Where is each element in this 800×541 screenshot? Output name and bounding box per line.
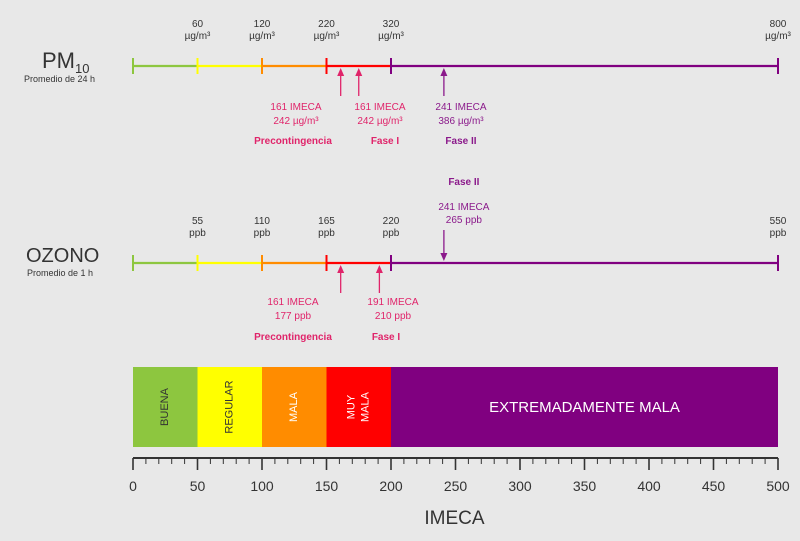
pm10-threshold-value: 800 [770,19,787,30]
imeca-axis-title: IMECA [424,508,485,529]
ozono-marker-above-arrow-head [440,253,448,261]
pm10-threshold-unit: µg/m³ [765,31,791,42]
imeca-axis-tick-label: 50 [190,478,206,494]
ozono-threshold-value: 550 [770,216,787,227]
ozono-marker-imeca: 161 IMECA [267,297,318,308]
imeca-axis-tick-label: 450 [702,478,726,494]
pm10-marker-arrow-head [355,68,363,76]
pm10-marker-imeca: 161 IMECA [354,102,405,113]
pm10-marker-value: 242 µg/m³ [357,116,403,127]
pm10-marker-phase: Fase I [371,136,400,147]
ozono-threshold-unit: ppb [254,228,271,239]
ozono-subtitle: Promedio de 1 h [27,268,93,278]
imeca-axis-tick-label: 400 [637,478,661,494]
imeca-axis-tick-label: 100 [250,478,274,494]
category-label: MUY [346,394,358,419]
pm10-threshold-unit: µg/m³ [314,31,340,42]
category-band [133,367,198,447]
ozono-threshold-value: 165 [318,216,335,227]
ozono-marker-arrow-head [375,265,383,273]
pm10-threshold-value: 120 [254,19,271,30]
ozono-marker-arrow-head [337,265,345,273]
pm10-threshold-unit: µg/m³ [249,31,275,42]
category-label: BUENA [159,387,171,426]
imeca-axis-tick-label: 500 [766,478,790,494]
ozono-threshold-value: 55 [192,216,204,227]
ozono-threshold-unit: ppb [770,228,787,239]
pm10-marker-phase: Fase II [445,136,476,147]
pm10-marker-imeca: 241 IMECA [435,102,486,113]
ozono-marker-above-imeca: 241 IMECA [438,202,489,213]
imeca-axis-tick-label: 0 [129,478,137,494]
category-label: EXTREMADAMENTE MALA [489,399,680,416]
ozono-threshold-value: 110 [254,216,270,227]
category-band [262,367,327,447]
pm10-marker-arrow-head [440,68,448,76]
ozono-threshold-unit: ppb [189,228,206,239]
category-band [391,367,778,447]
ozono-marker-phase: Fase I [372,332,401,343]
category-label: REGULAR [224,380,236,433]
category-band [197,367,262,447]
category-label: MALA [360,391,372,422]
pm10-threshold-value: 60 [192,19,204,30]
pm10-marker-value: 386 µg/m³ [438,116,484,127]
pm10-threshold-value: 320 [383,19,400,30]
category-label: MALA [288,391,300,422]
ozono-marker-value: 177 ppb [275,311,312,322]
pm10-threshold-value: 220 [318,19,335,30]
ozono-marker-imeca: 191 IMECA [367,297,418,308]
ozono-marker-value: 210 ppb [375,311,412,322]
category-band [326,367,391,447]
ozono-threshold-unit: ppb [318,228,335,239]
ozono-marker-above-value: 265 ppb [446,215,483,226]
ozono-threshold-unit: ppb [383,228,400,239]
imeca-axis-tick-label: 150 [315,478,339,494]
pm10-marker-imeca: 161 IMECA [270,102,321,113]
ozono-title: OZONO [26,245,99,267]
pm10-threshold-unit: µg/m³ [378,31,404,42]
ozono-threshold-value: 220 [383,216,400,227]
pm10-marker-value: 242 µg/m³ [273,116,319,127]
imeca-axis-tick-label: 250 [444,478,468,494]
imeca-axis-tick-label: 350 [573,478,597,494]
ozono-marker-above-phase: Fase II [448,177,479,188]
pm10-subtitle: Promedio de 24 h [24,74,95,84]
pm10-marker-arrow-head [337,68,345,76]
imeca-axis-tick-label: 300 [508,478,532,494]
pm10-title: PM10 [42,48,89,76]
pm10-threshold-unit: µg/m³ [185,31,211,42]
ozono-marker-phase: Precontingencia [254,332,332,343]
pm10-marker-phase: Precontingencia [254,136,332,147]
imeca-axis-tick-label: 200 [379,478,403,494]
